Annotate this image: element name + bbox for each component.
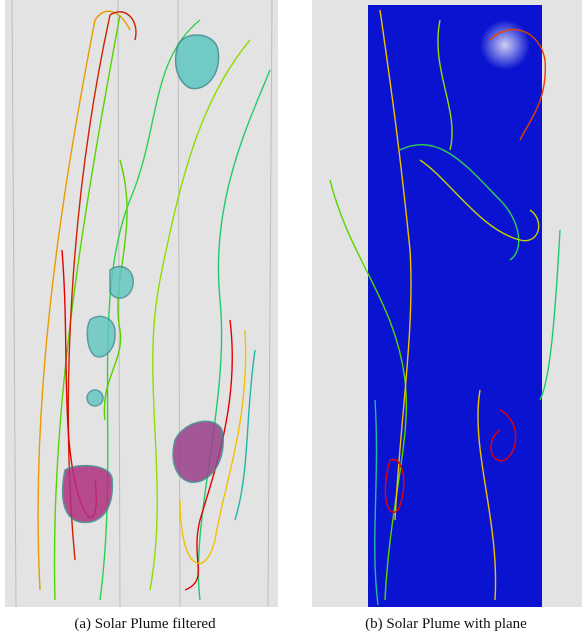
- page: (a) Solar Plume filtered (b) Solar Plume…: [0, 0, 586, 639]
- panel-background: [5, 0, 278, 607]
- panel-caption: (a) Solar Plume filtered: [74, 616, 216, 632]
- figure: (a) Solar Plume filtered (b) Solar Plume…: [0, 0, 586, 639]
- plane-highlight: [480, 20, 530, 70]
- isosurface-blob: [87, 316, 115, 356]
- slice-plane: [368, 5, 542, 607]
- isosurface-blob: [87, 390, 103, 406]
- panel-b: [312, 0, 582, 607]
- isosurface-blob: [63, 466, 113, 523]
- panel-a: [5, 0, 278, 607]
- isosurface-blob: [110, 266, 133, 298]
- panel-caption: (b) Solar Plume with plane: [365, 616, 527, 632]
